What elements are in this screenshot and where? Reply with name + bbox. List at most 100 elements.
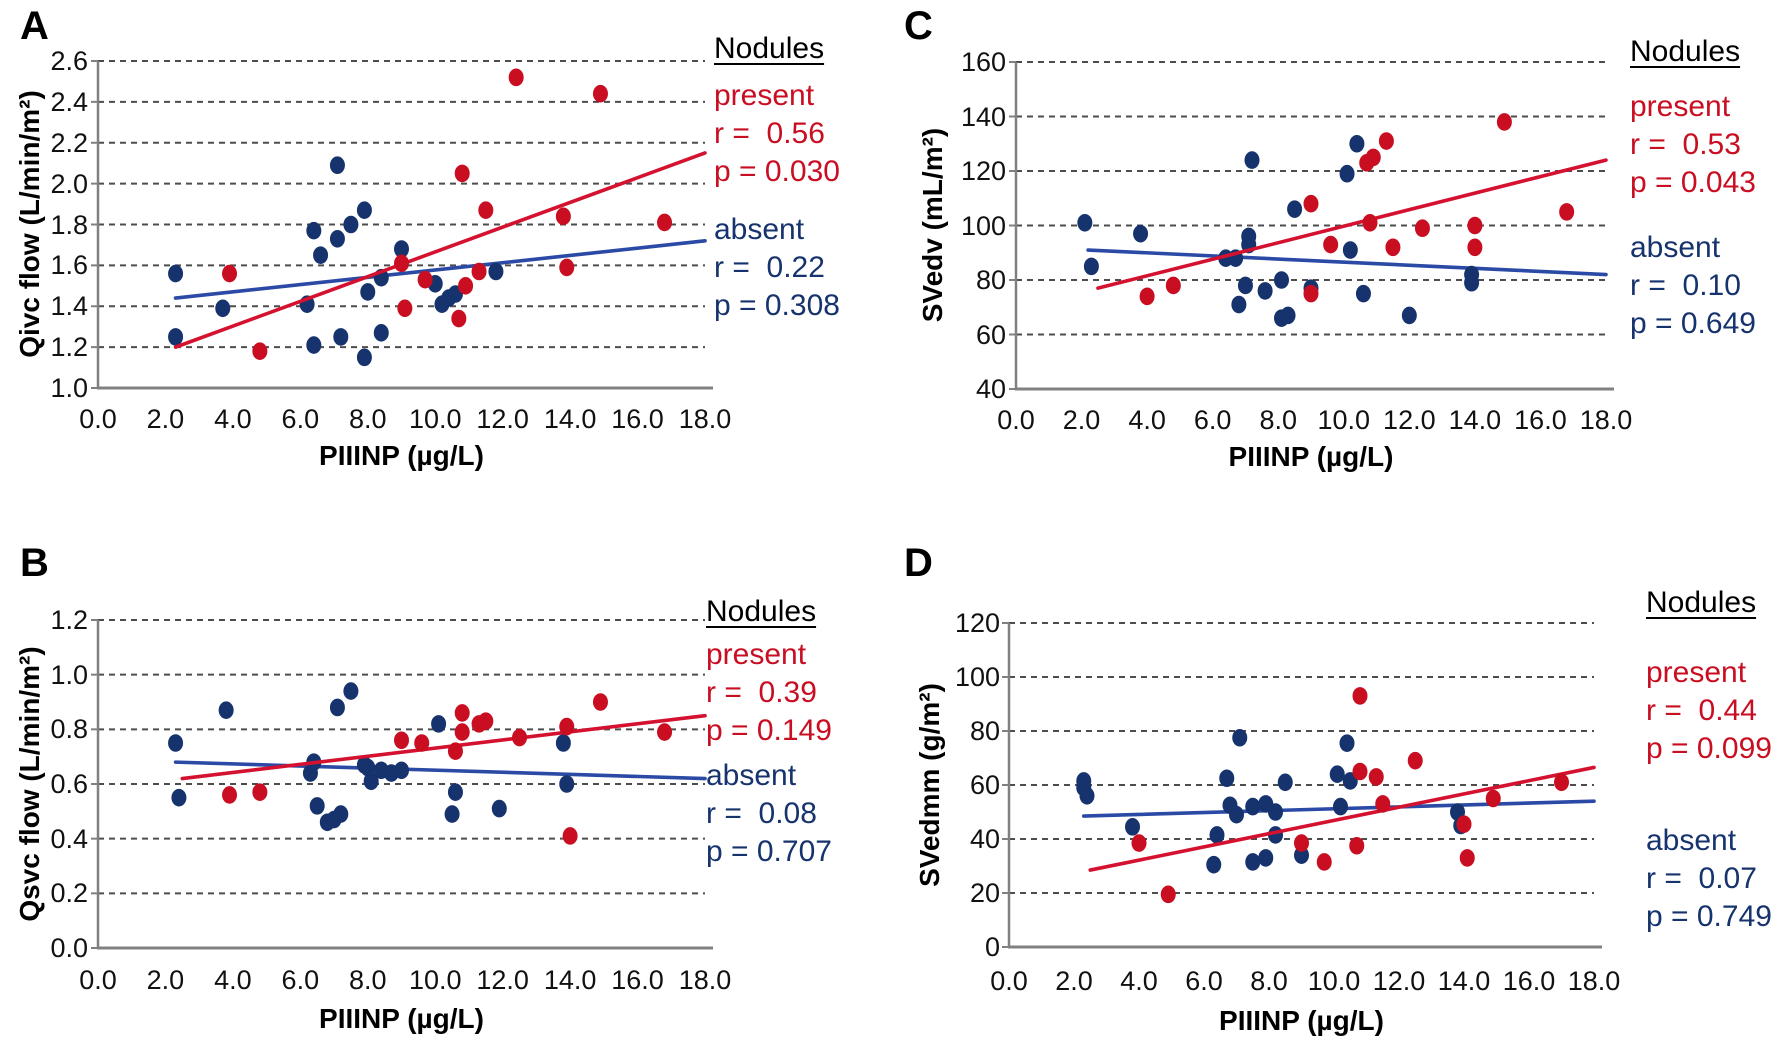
data-point-present xyxy=(458,277,474,295)
data-point-absent xyxy=(1294,846,1309,864)
y-tick-label: 2.6 xyxy=(50,46,88,76)
y-tick-label: 60 xyxy=(975,319,1006,350)
x-tick-label: 18.0 xyxy=(1579,405,1633,435)
data-point-present xyxy=(1131,834,1147,852)
panel-a: A Qivc flow (L/min/m²) PIIINP (µg/L) Nod… xyxy=(0,0,886,515)
legend-absent-p: p = 0.308 xyxy=(714,289,840,322)
panel-letter-d: D xyxy=(904,541,933,585)
data-point-absent xyxy=(218,701,234,719)
data-point-absent xyxy=(1258,849,1274,867)
x-tick-label: 2.0 xyxy=(1055,966,1093,996)
y-tick-label: 1.4 xyxy=(50,291,88,322)
points-absent xyxy=(168,156,504,367)
y-tick-label: 2.2 xyxy=(50,127,88,158)
x-tick-label: 4.0 xyxy=(1120,966,1158,996)
legend: Nodules present r = 0.53 p = 0.043 absen… xyxy=(1630,33,1756,343)
x-tick-label: 6.0 xyxy=(281,965,320,995)
legend-present-label: present xyxy=(1630,90,1731,123)
data-point-absent xyxy=(1280,306,1296,325)
legend-present-label: present xyxy=(714,79,815,112)
data-point-absent xyxy=(168,328,184,346)
data-point-absent xyxy=(306,221,322,240)
data-point-present xyxy=(1554,773,1569,792)
data-point-present xyxy=(1496,113,1512,131)
scatter-plot-b xyxy=(91,619,713,950)
data-point-present xyxy=(1407,751,1423,770)
data-point-present xyxy=(512,728,528,747)
data-point-present xyxy=(394,254,409,273)
data-point-absent xyxy=(1209,826,1225,844)
data-point-present xyxy=(1160,885,1176,904)
trendline-absent xyxy=(1086,248,1608,277)
data-point-absent xyxy=(171,788,187,807)
x-tick-label: 16.0 xyxy=(1502,966,1556,996)
points-absent xyxy=(1076,728,1469,874)
legend-absent-label: absent xyxy=(1646,824,1737,857)
data-point-absent xyxy=(488,262,504,281)
data-point-absent xyxy=(1237,276,1253,295)
data-point-absent xyxy=(215,299,231,318)
data-point-absent xyxy=(329,156,345,175)
data-point-absent xyxy=(394,761,409,780)
x-tick-label: 8.0 xyxy=(1259,405,1297,435)
data-point-absent xyxy=(1245,797,1261,816)
data-point-absent xyxy=(363,772,379,791)
y-tick-label: 1.8 xyxy=(50,209,88,240)
legend-present-label: present xyxy=(1646,656,1747,689)
data-point-present xyxy=(1467,216,1483,235)
data-point-present xyxy=(397,299,413,318)
y-tick-label: 100 xyxy=(960,210,1006,241)
data-point-present xyxy=(1378,132,1394,150)
data-point-present xyxy=(1352,762,1368,781)
x-axis-label: PIIINP (µg/L) xyxy=(1219,1005,1384,1036)
x-tick-label: 2.0 xyxy=(146,965,185,995)
y-tick-label: 0.4 xyxy=(50,823,88,854)
legend-title: Nodules xyxy=(1630,35,1741,68)
data-point-absent xyxy=(356,348,372,367)
y-tick-label: 1.2 xyxy=(50,332,88,363)
x-tick-label: 18.0 xyxy=(678,965,732,995)
x-tick-label: 14.0 xyxy=(543,965,597,995)
x-tick-label: 12.0 xyxy=(1383,405,1436,435)
data-point-absent xyxy=(1245,853,1261,871)
data-point-present xyxy=(657,213,673,232)
data-point-present xyxy=(454,704,470,722)
data-point-present xyxy=(252,783,268,801)
data-point-present xyxy=(1456,815,1472,833)
legend-title: Nodules xyxy=(706,595,817,628)
data-point-present xyxy=(559,717,575,736)
data-point-present xyxy=(1368,768,1384,786)
data-point-absent xyxy=(168,734,184,752)
x-tick-label: 10.0 xyxy=(1307,966,1361,996)
trendline-absent xyxy=(173,760,707,781)
y-tick-label: 1.2 xyxy=(50,605,88,635)
legend-absent-label: absent xyxy=(1630,231,1721,264)
data-point-present xyxy=(451,309,467,328)
data-point-absent xyxy=(1077,213,1093,232)
data-point-present xyxy=(1352,687,1368,705)
data-point-present xyxy=(222,786,238,804)
data-point-absent xyxy=(1257,282,1273,300)
data-point-present xyxy=(1375,795,1391,813)
gridlines xyxy=(91,619,705,949)
data-point-absent xyxy=(306,336,322,354)
points-present xyxy=(222,693,673,845)
legend-absent-r: r = 0.10 xyxy=(1630,269,1741,302)
data-point-absent xyxy=(1464,273,1480,292)
trendline-absent xyxy=(173,239,707,300)
data-point-present xyxy=(252,342,268,361)
x-tick-label: 10.0 xyxy=(408,965,462,995)
y-tick-label: 0.2 xyxy=(50,878,88,909)
x-tick-label: 6.0 xyxy=(1185,966,1223,996)
data-point-present xyxy=(559,258,575,277)
x-tick-label: 14.0 xyxy=(543,404,597,434)
y-tick-label: 0.6 xyxy=(50,769,88,799)
data-point-present xyxy=(592,84,608,103)
y-tick-label: 1.0 xyxy=(50,659,88,690)
data-point-absent xyxy=(1339,734,1355,752)
x-tick-label: 4.0 xyxy=(214,965,252,995)
y-tick-label: 1.6 xyxy=(50,250,88,281)
legend-absent-r: r = 0.07 xyxy=(1646,862,1757,895)
x-tick-label: 2.0 xyxy=(1062,405,1101,435)
legend-absent-p: p = 0.649 xyxy=(1630,307,1756,340)
